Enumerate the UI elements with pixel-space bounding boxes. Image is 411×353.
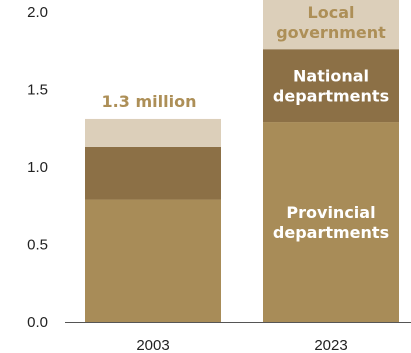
y-tick-label: 1.5	[27, 82, 48, 99]
x-tick-label: 2003	[136, 337, 169, 353]
bar-segment-provincial-2003	[85, 199, 221, 322]
x-axis-ticks: 2003 2023	[136, 337, 347, 353]
y-tick-label: 2.0	[27, 4, 48, 21]
total-annotation: 1.3 million	[102, 92, 197, 111]
segment-label-local: government	[276, 23, 386, 42]
segment-label-provincial: Provincial	[286, 203, 375, 222]
bar-segment-national-2003	[85, 146, 221, 200]
y-tick-label: 1.0	[27, 159, 48, 176]
bar-segment-national-2023	[263, 49, 399, 123]
y-tick-label: 0.0	[27, 314, 48, 331]
segment-label-national: departments	[273, 87, 389, 106]
segment-labels: ProvincialdepartmentsNationaldepartments…	[273, 3, 389, 242]
bars	[85, 0, 399, 322]
segment-label-local: Local	[308, 3, 355, 22]
y-axis-ticks: 0.0 0.5 1.0 1.5 2.0	[27, 4, 48, 331]
bar-segment-provincial-2023	[263, 122, 399, 322]
bar-segment-local-2003	[85, 118, 221, 147]
annotations: 1.3 million	[102, 92, 197, 111]
bar-segment-local-2023	[263, 0, 399, 50]
segment-label-national: National	[293, 67, 369, 86]
segment-label-provincial: departments	[273, 223, 389, 242]
x-tick-label: 2023	[314, 337, 347, 353]
y-tick-label: 0.5	[27, 237, 48, 254]
